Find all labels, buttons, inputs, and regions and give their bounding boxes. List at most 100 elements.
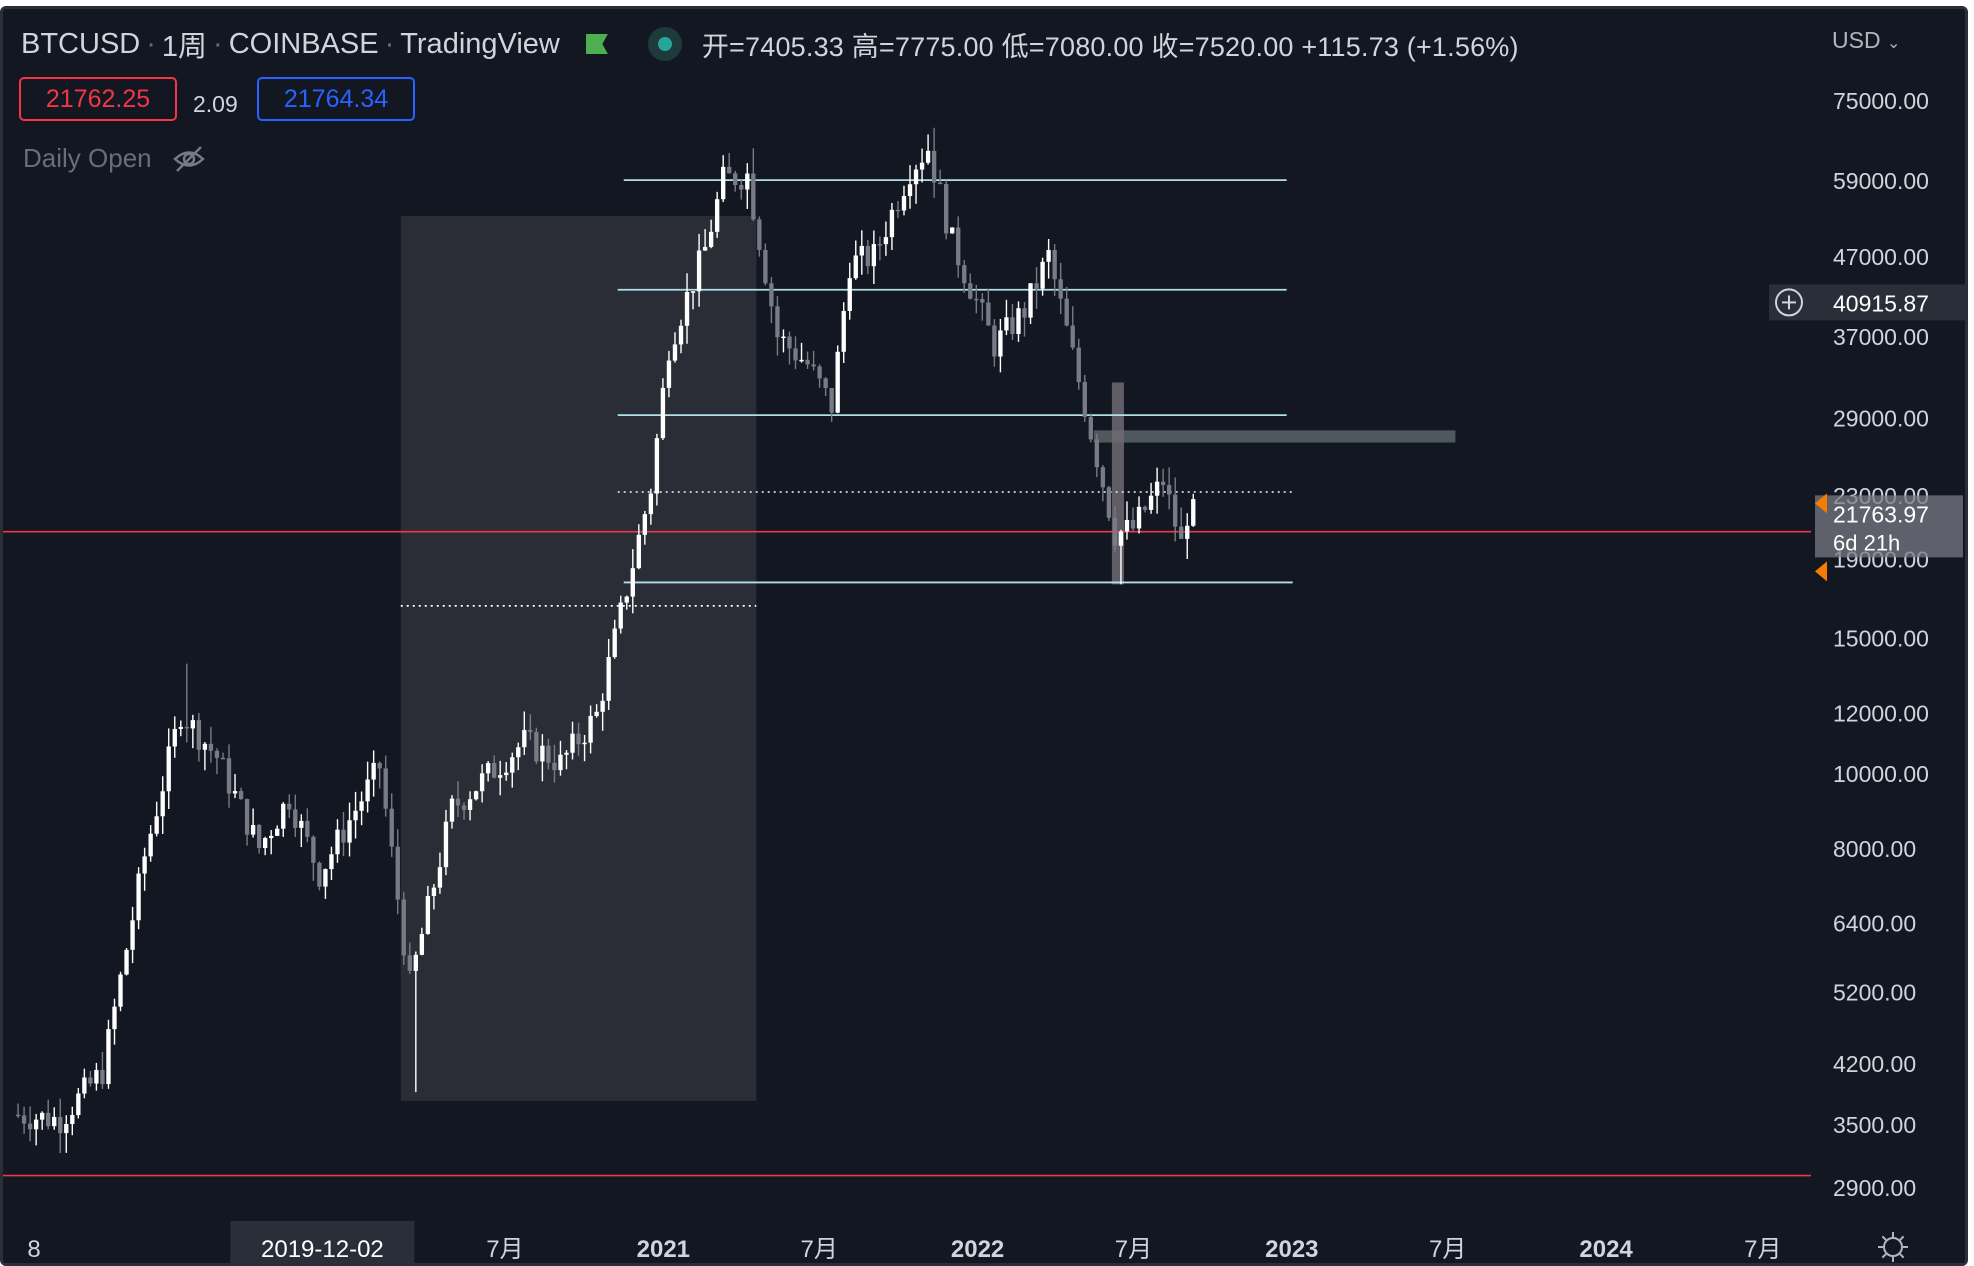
chevron-down-icon: ⌄: [1886, 35, 1901, 52]
candle-body: [901, 196, 907, 211]
candle-body: [347, 820, 352, 843]
candle-body: [1179, 526, 1184, 539]
candle-body: [455, 798, 461, 806]
candle-body: [1106, 487, 1112, 518]
candle-body: [88, 1077, 93, 1084]
hidden-eye-icon[interactable]: [172, 144, 206, 174]
candle-body: [485, 763, 491, 774]
candle-body: [21, 1115, 27, 1124]
candle-body: [46, 1112, 51, 1127]
candle-body: [226, 758, 232, 794]
currency-label: USD: [1832, 27, 1881, 53]
candle-body: [787, 336, 792, 349]
alert-marker-icon: [1815, 561, 1827, 582]
platform-label: TradingView: [400, 27, 560, 60]
candle-body: [1010, 317, 1015, 334]
y-tick-label: 10000.00: [1833, 761, 1929, 787]
candle-body: [696, 250, 702, 292]
candle-body: [811, 364, 816, 367]
candle-body: [1118, 531, 1124, 546]
candle-body: [540, 745, 545, 762]
candle-body: [690, 291, 696, 293]
chart-window: 75000.00 59000.00 47000.00 37000.00 29000.00…: [0, 6, 1968, 1266]
candle-body: [534, 731, 539, 762]
candle-body: [660, 387, 666, 439]
candle-body: [648, 493, 654, 515]
shaded-zone: [400, 215, 757, 1101]
candle-body: [1082, 382, 1087, 417]
candle-body: [1154, 481, 1160, 496]
indicator-legend[interactable]: Daily Open: [23, 143, 206, 174]
candle-body: [130, 920, 135, 950]
candle-body: [190, 720, 196, 729]
settings-gear-icon[interactable]: [1883, 1237, 1903, 1257]
candle-body: [100, 1069, 105, 1085]
candle-body: [504, 772, 509, 776]
candle-body: [769, 283, 774, 307]
candle-body: [564, 752, 569, 755]
candle-body: [913, 169, 919, 185]
candle-body: [323, 869, 328, 887]
candle-body: [250, 825, 256, 835]
candle-body: [275, 828, 280, 836]
flag-icon[interactable]: [585, 34, 608, 54]
currency-menu[interactable]: USD ⌄: [1832, 27, 1900, 54]
candle-body: [1016, 308, 1021, 334]
settings-gear-icon: [1899, 1253, 1905, 1259]
candle-body: [293, 809, 298, 828]
candle-body: [606, 657, 611, 701]
candle-body: [721, 166, 726, 200]
sell-price: 21762.25: [45, 84, 151, 113]
candle-body: [757, 219, 762, 250]
candle-body: [407, 955, 412, 971]
candle-body: [443, 821, 449, 868]
candle-body: [853, 255, 858, 279]
shaded-zone: [1093, 430, 1456, 443]
candle-body: [335, 829, 340, 855]
x-tick-label: 2022: [951, 1236, 1004, 1263]
candle-body: [745, 173, 750, 190]
candle-body: [1173, 494, 1178, 527]
y-tick-label: 5200.00: [1833, 980, 1916, 1006]
candle-body: [733, 173, 738, 186]
candle-body: [461, 805, 467, 810]
candle-body: [492, 763, 497, 778]
candle-body: [594, 711, 599, 716]
candle-body: [727, 166, 732, 174]
price-chart[interactable]: 75000.00 59000.00 47000.00 37000.00 29000.00…: [3, 9, 1965, 1263]
candle-body: [1028, 283, 1033, 318]
candle-body: [907, 184, 913, 197]
candle-body: [986, 302, 991, 326]
candle-body: [498, 775, 503, 778]
candle-body: [799, 359, 804, 362]
interval-label[interactable]: 1周: [161, 31, 208, 63]
candle-body: [1130, 520, 1136, 529]
candle-body: [865, 245, 870, 267]
candle-body: [1112, 517, 1118, 546]
candle-body: [702, 246, 708, 251]
y-tick-label: 8000.00: [1833, 836, 1916, 862]
candle-body: [956, 227, 961, 266]
candle-body: [244, 799, 250, 835]
candle-body: [124, 949, 129, 975]
candle-body: [58, 1116, 63, 1134]
buy-price-box[interactable]: 21764.34: [257, 77, 415, 121]
x-tick-label: 8: [27, 1236, 40, 1263]
spread-value: 2.09: [193, 91, 238, 117]
symbol-name[interactable]: BTCUSD: [21, 27, 141, 60]
y-tick-label: 15000.00: [1833, 626, 1929, 652]
candle-body: [208, 743, 214, 751]
candle-body: [353, 810, 358, 821]
candle-body: [262, 838, 268, 848]
candle-body: [666, 360, 672, 388]
candle-body: [1058, 279, 1063, 299]
candle-body: [1040, 261, 1045, 289]
settings-gear-icon: [1881, 1253, 1887, 1259]
countdown-label: 6d 21h: [1833, 530, 1900, 555]
alert-marker-icon: [1815, 493, 1827, 514]
y-tick-label: 4200.00: [1833, 1051, 1916, 1077]
x-tick-label: 2021: [637, 1236, 690, 1263]
candle-body: [425, 896, 431, 934]
sell-price-box[interactable]: 21762.25: [19, 77, 177, 121]
x-tick-label: 7月: [1115, 1236, 1152, 1263]
